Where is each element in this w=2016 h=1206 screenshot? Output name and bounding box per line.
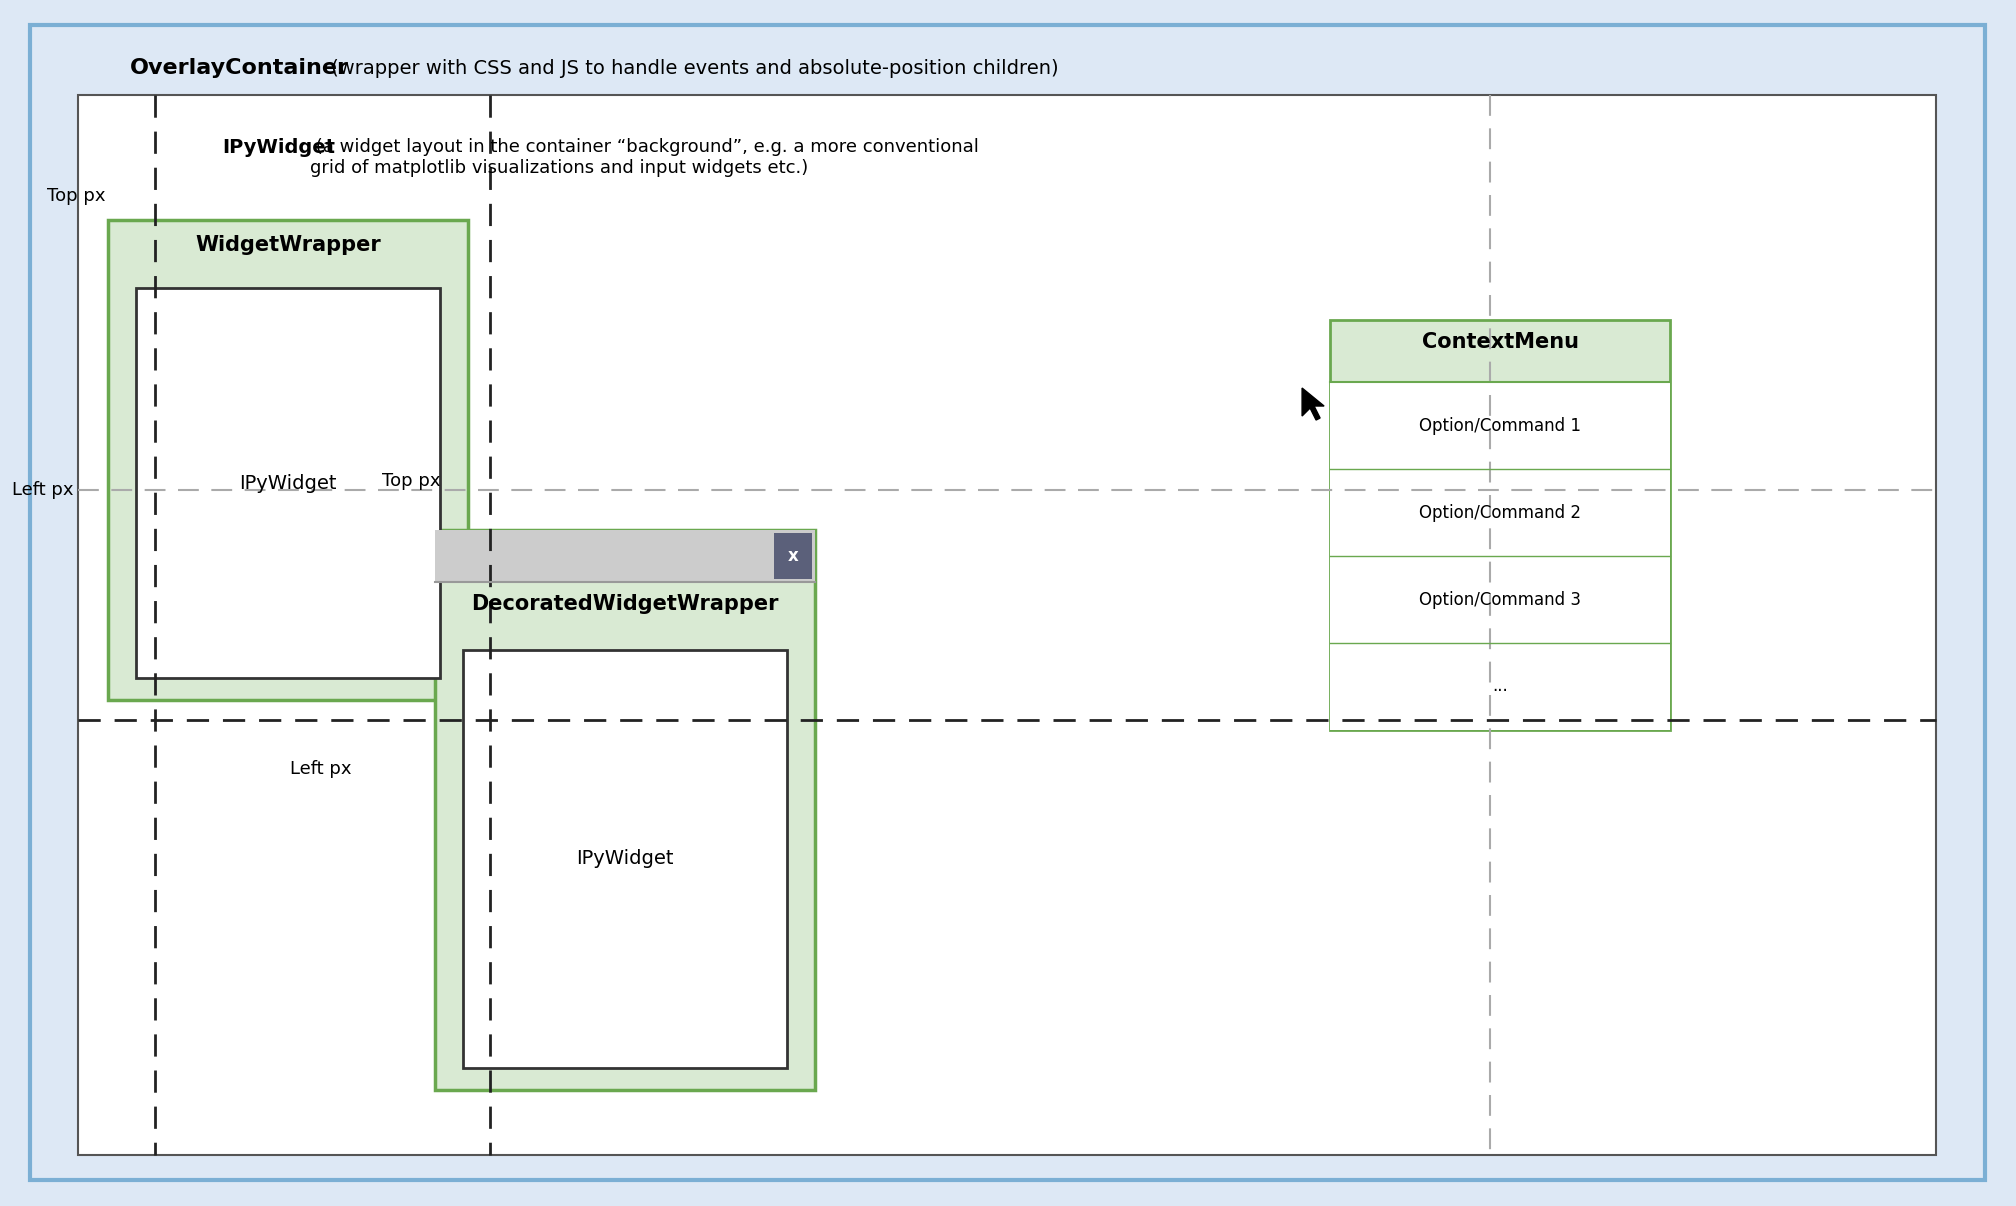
- Bar: [1331, 469, 1669, 556]
- Bar: [1331, 382, 1669, 469]
- Text: Top px: Top px: [46, 187, 105, 205]
- Bar: [435, 529, 814, 582]
- Text: Option/Command 3: Option/Command 3: [1419, 591, 1581, 609]
- Text: Option/Command 1: Option/Command 1: [1419, 416, 1581, 434]
- Text: IPyWidget: IPyWidget: [240, 474, 337, 492]
- Bar: [1331, 320, 1669, 730]
- Text: IPyWidget: IPyWidget: [577, 849, 673, 868]
- Text: OverlayContainer: OverlayContainer: [131, 58, 349, 78]
- Text: Left px: Left px: [290, 760, 351, 778]
- Text: IPyWidget: IPyWidget: [222, 137, 335, 157]
- Bar: [79, 95, 1935, 1155]
- Polygon shape: [1302, 388, 1325, 420]
- Text: DecoratedWidgetWrapper: DecoratedWidgetWrapper: [472, 595, 778, 614]
- Bar: [137, 288, 439, 678]
- Bar: [435, 529, 814, 1090]
- Text: ContextMenu: ContextMenu: [1421, 332, 1579, 352]
- Text: Option/Command 2: Option/Command 2: [1419, 504, 1581, 521]
- Text: (wrapper with CSS and JS to handle events and absolute-position children): (wrapper with CSS and JS to handle event…: [325, 59, 1058, 77]
- Bar: [1331, 643, 1669, 730]
- Bar: [774, 533, 812, 579]
- Text: Top px: Top px: [381, 472, 439, 490]
- Text: Left px: Left px: [12, 481, 73, 499]
- Bar: [1331, 556, 1669, 643]
- Text: x: x: [788, 548, 798, 564]
- Bar: [109, 219, 468, 699]
- Text: ...: ...: [1492, 678, 1508, 696]
- Text: (a widget layout in the container “background”, e.g. a more conventional
grid of: (a widget layout in the container “backg…: [310, 137, 980, 177]
- Bar: [464, 650, 786, 1069]
- Text: WidgetWrapper: WidgetWrapper: [196, 235, 381, 254]
